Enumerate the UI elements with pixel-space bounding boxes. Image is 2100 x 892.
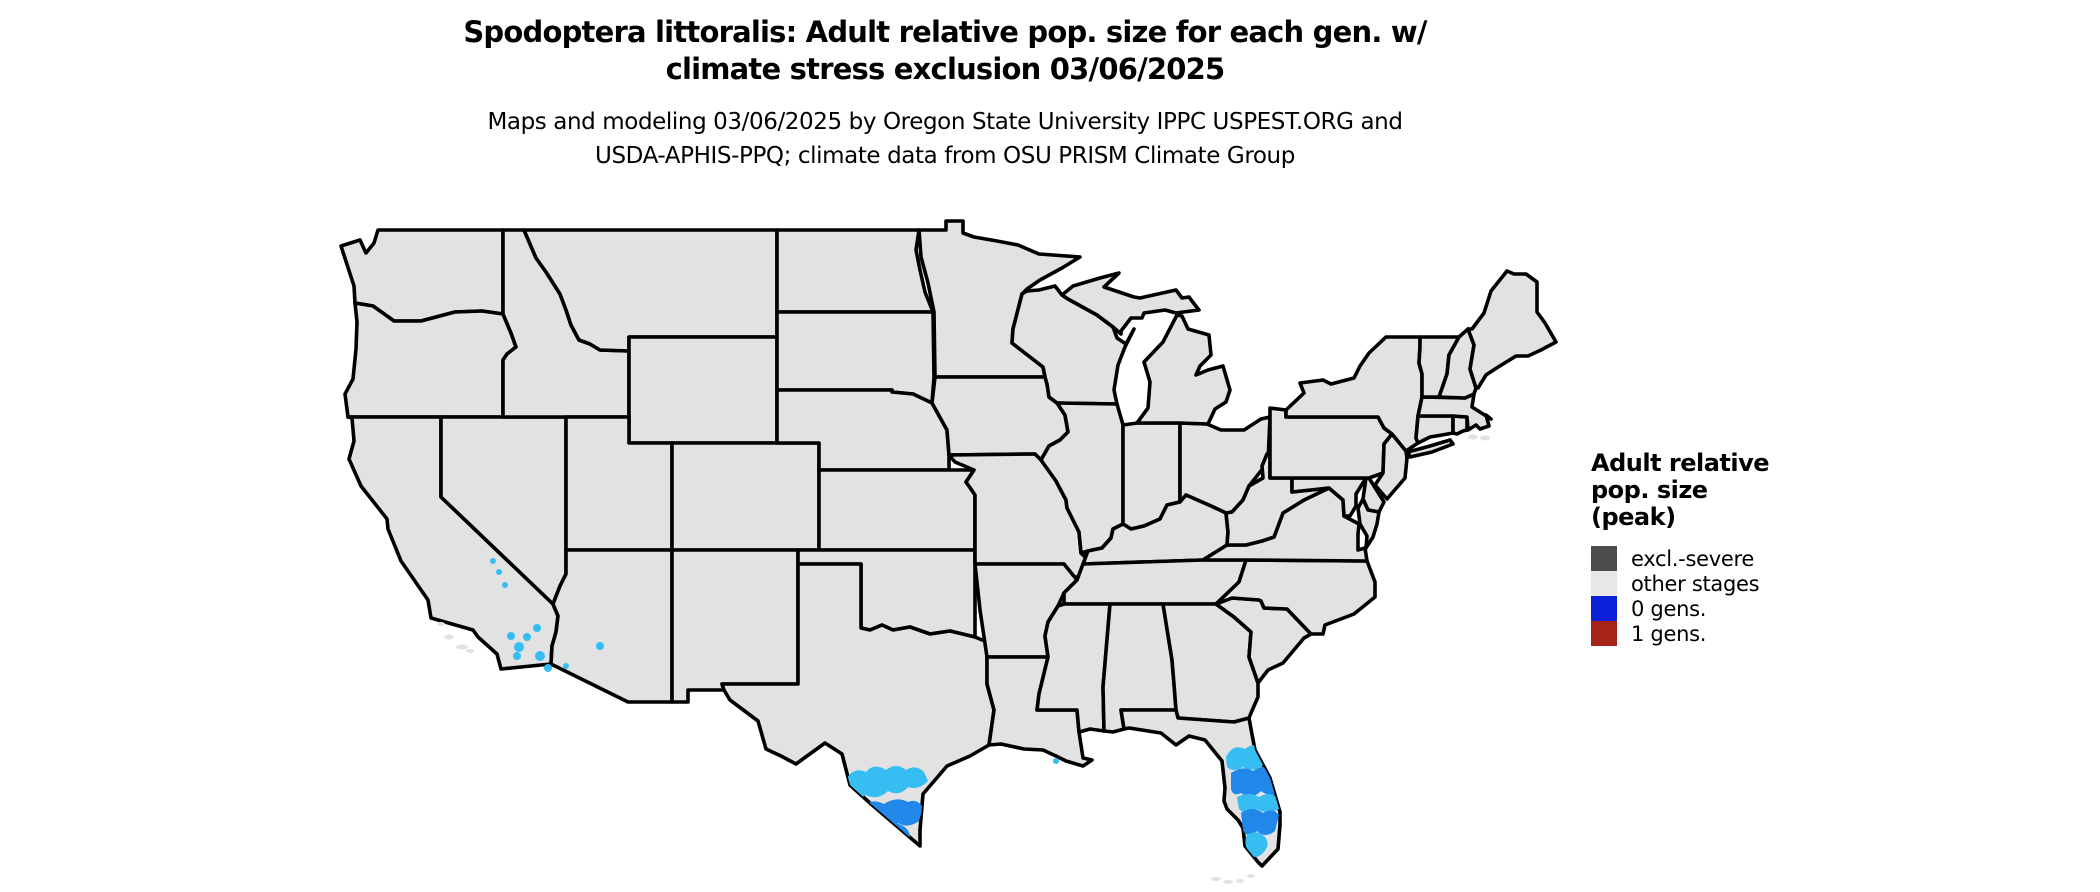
title-line-1: Spodoptera littoralis: Adult relative po… bbox=[463, 15, 1427, 49]
florida-key bbox=[1211, 877, 1221, 881]
massachusetts-island bbox=[1480, 435, 1490, 441]
state-co bbox=[670, 441, 821, 552]
legend-item-label: 0 gens. bbox=[1631, 596, 1707, 621]
pop-speck bbox=[1053, 758, 1059, 764]
florida-key bbox=[1236, 879, 1244, 883]
legend-swatch bbox=[1591, 596, 1617, 621]
state-wy bbox=[627, 335, 779, 445]
legend-swatch bbox=[1591, 571, 1617, 596]
pop-speck bbox=[514, 642, 524, 652]
legend-item-label: excl.-severe bbox=[1631, 546, 1754, 571]
state-nm bbox=[670, 548, 800, 704]
state-mi-lower bbox=[1135, 313, 1232, 426]
state-nd bbox=[775, 228, 935, 314]
state-me bbox=[1466, 269, 1558, 390]
title-line-2: climate stress exclusion 03/06/2025 bbox=[665, 52, 1226, 86]
pop-speck bbox=[502, 582, 508, 588]
state-polygons bbox=[339, 219, 1558, 868]
state-nj bbox=[1373, 432, 1409, 501]
pop-speck bbox=[533, 624, 541, 632]
state-ny-long-island bbox=[1406, 438, 1455, 459]
state-wi bbox=[1010, 284, 1136, 406]
legend-swatch bbox=[1591, 621, 1617, 646]
legend-title-line: (peak) bbox=[1591, 503, 1676, 531]
florida-key bbox=[1223, 880, 1233, 884]
population-overlay-southwest bbox=[490, 558, 1059, 764]
subtitle-line-1: Maps and modeling 03/06/2025 by Oregon S… bbox=[487, 109, 1403, 135]
pop-speck bbox=[535, 651, 545, 661]
state-tn bbox=[1062, 558, 1248, 606]
state-mn bbox=[917, 219, 1082, 379]
channel-island bbox=[466, 649, 474, 653]
pop-patch-low bbox=[896, 841, 908, 846]
legend-swatch bbox=[1591, 546, 1617, 571]
pop-speck bbox=[490, 558, 496, 564]
state-az bbox=[549, 548, 674, 704]
legend-item: excl.-severe bbox=[1591, 546, 1769, 571]
florida-key bbox=[1247, 874, 1255, 878]
legend-item: 0 gens. bbox=[1591, 596, 1769, 621]
island-specks bbox=[437, 434, 1490, 884]
pop-speck bbox=[523, 633, 531, 641]
channel-island bbox=[444, 634, 454, 640]
state-md bbox=[1290, 476, 1368, 518]
legend-item: 1 gens. bbox=[1591, 621, 1769, 646]
pop-speck bbox=[507, 632, 515, 640]
pop-patch-mid bbox=[1241, 809, 1279, 835]
figure-header: Spodoptera littoralis: Adult relative po… bbox=[0, 14, 1890, 173]
pop-patch-low bbox=[1237, 794, 1279, 813]
pop-patch-mid bbox=[1231, 767, 1280, 797]
state-delmarva-shore bbox=[1356, 497, 1381, 550]
pop-speck bbox=[513, 652, 521, 660]
state-ma bbox=[1416, 392, 1493, 432]
legend-title: Adult relative pop. size (peak) bbox=[1591, 449, 1770, 531]
pop-speck bbox=[563, 663, 569, 669]
state-nc bbox=[1214, 558, 1377, 636]
pop-speck bbox=[496, 569, 502, 575]
legend-title-line: pop. size bbox=[1591, 476, 1708, 504]
legend-item-label: 1 gens. bbox=[1631, 621, 1707, 646]
pop-speck bbox=[596, 642, 604, 650]
legend-item: other stages bbox=[1591, 571, 1769, 596]
legend-item-label: other stages bbox=[1631, 571, 1760, 596]
state-or bbox=[343, 301, 518, 419]
massachusetts-island bbox=[1468, 434, 1478, 440]
subtitle-line-2: USDA-APHIS-PPQ; climate data from OSU PR… bbox=[595, 143, 1295, 169]
pop-speck bbox=[544, 664, 552, 672]
figure-subtitle: Maps and modeling 03/06/2025 by Oregon S… bbox=[0, 105, 1890, 173]
pop-patch-low bbox=[1245, 832, 1268, 857]
legend-title-line: Adult relative bbox=[1591, 449, 1770, 477]
state-mi-upper bbox=[1060, 271, 1201, 336]
channel-island bbox=[456, 644, 468, 650]
legend-items: excl.-severe other stages 0 gens. 1 gens. bbox=[1591, 546, 1769, 646]
state-tx bbox=[720, 562, 996, 848]
channel-island bbox=[437, 622, 445, 626]
state-ri bbox=[1451, 414, 1469, 436]
state-ks bbox=[817, 468, 977, 552]
figure-title: Spodoptera littoralis: Adult relative po… bbox=[0, 14, 1890, 88]
pop-patch-low bbox=[845, 766, 928, 798]
legend: Adult relative pop. size (peak) excl.-se… bbox=[1591, 449, 1770, 646]
